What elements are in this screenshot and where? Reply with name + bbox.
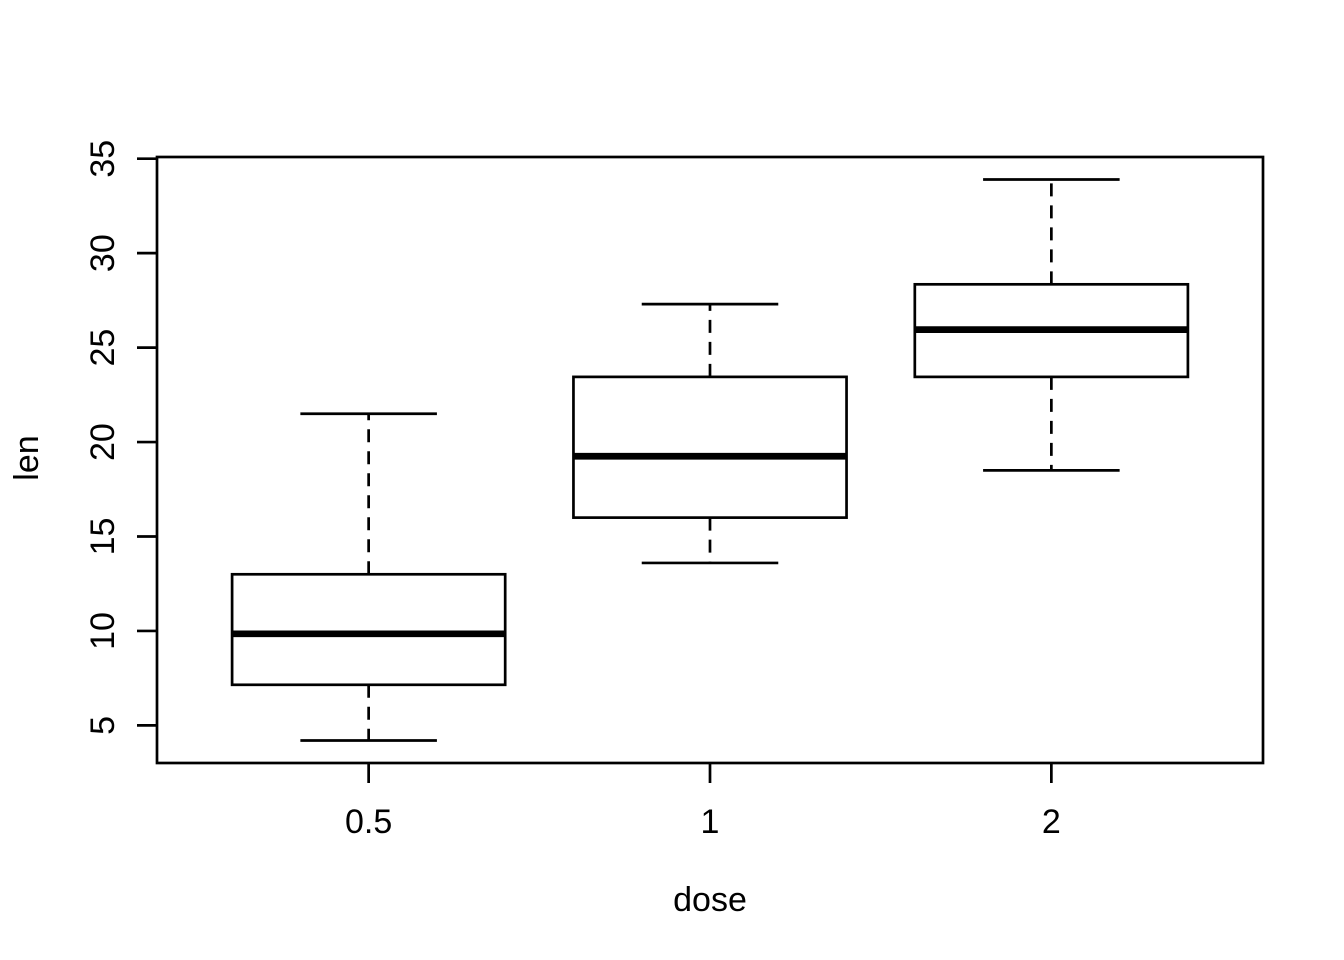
y-tick-label: 20 — [84, 423, 122, 461]
y-tick-label: 15 — [84, 518, 122, 556]
box-group — [913, 178, 1190, 472]
x-tick-label: 1 — [701, 803, 720, 841]
y-tick-label: 30 — [84, 234, 122, 272]
y-tick-label: 5 — [84, 716, 122, 735]
x-axis-title: dose — [673, 881, 747, 919]
box-group — [572, 302, 848, 565]
iqr-box — [572, 375, 848, 519]
y-tick-label: 25 — [84, 329, 122, 367]
box-group — [230, 412, 507, 742]
x-tick-label: 0.5 — [345, 803, 392, 841]
y-tick-label: 10 — [84, 612, 122, 650]
iqr-box — [230, 572, 507, 687]
y-tick-label: 35 — [84, 140, 122, 178]
y-axis-title: len — [8, 435, 46, 480]
x-tick-label: 2 — [1042, 803, 1061, 841]
